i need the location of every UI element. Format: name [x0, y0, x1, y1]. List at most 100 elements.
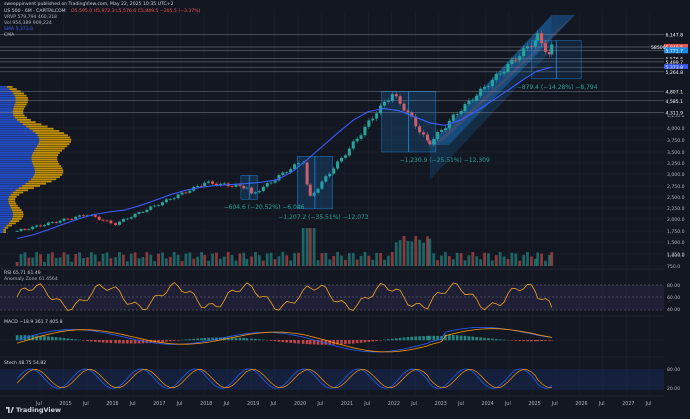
macd-hist-bar [19, 335, 23, 341]
volume-bar [414, 236, 418, 266]
volume-bar [27, 257, 31, 266]
candle-body [137, 212, 141, 214]
macd-hist-bar [387, 339, 390, 341]
volume-bar [207, 260, 211, 266]
macd-hist-bar [258, 339, 261, 341]
candle-body [498, 73, 502, 75]
vrvp-up-bar [0, 92, 14, 95]
candle-body [293, 164, 297, 170]
volume-bar [149, 254, 153, 266]
macd-hist-bar [301, 340, 305, 344]
price-tick-label: 4,250.0 [667, 113, 685, 119]
rsi-line [16, 281, 553, 312]
macd-hist-bar [534, 340, 537, 342]
price-tag-label: 5,264.8 [666, 70, 684, 76]
vrvp-up-bar [0, 189, 16, 192]
volume-bar [510, 252, 514, 266]
volume-bar [19, 254, 23, 266]
price-tag-label: 5,499.7 [666, 60, 684, 66]
macd-hist-bar [510, 340, 514, 341]
vrvp-up-bar [0, 231, 4, 233]
macd-hist-bar [172, 340, 176, 341]
vrvp-down-bar [12, 213, 24, 216]
volume-bar [196, 256, 200, 266]
vrvp-up-bar [0, 112, 13, 115]
vrvp-up-bar [0, 207, 11, 209]
candle-body [414, 116, 418, 127]
macd-legend[interactable]: MACD −18.9 361.7 405.8 [4, 320, 63, 325]
rsi-legend[interactable]: RSI 65.71 61.49 [4, 271, 41, 277]
candle-body [324, 176, 328, 182]
time-tick-label: 2027 [622, 401, 634, 407]
vrvp-down-bar [11, 218, 22, 220]
macd-hist-bar [428, 335, 432, 341]
price-tag-label: 4,311.9 [666, 110, 684, 116]
time-axis[interactable]: Jul 2015 Jul 2016 Jul 2017 Jul 2018 Jul 2019 Jul 20… [0, 397, 690, 419]
vrvp-up-bar [0, 108, 14, 110]
volume-bar [444, 252, 447, 266]
volume-bar [54, 257, 58, 266]
volume-bar [222, 256, 226, 266]
macd-hist-bar [226, 337, 230, 341]
macd-hist-bar [402, 337, 406, 341]
volume-bar [211, 253, 214, 266]
sma-legend[interactable]: SMA 5,373.8 [4, 27, 34, 32]
vrvp-up-bar [0, 88, 10, 90]
price-axis[interactable]: 4,250.0 4,000.0 3,750.0 3,500.0 3,250.0 3,000… [651, 0, 690, 419]
vrvp-down-bar [13, 114, 25, 117]
macd-hist-bar [207, 337, 210, 341]
stoch-legend[interactable]: Stoch 48.75 54.82 [4, 361, 47, 366]
macd-hist-bar [196, 338, 199, 341]
vrvp-legend[interactable]: VRVP 579,794 460,318 [4, 15, 57, 20]
time-tick-label: 2021 [341, 401, 353, 407]
candle-body [463, 104, 467, 112]
macd-hist-bar [184, 339, 188, 341]
volume-bar [418, 239, 422, 266]
volume-bar [383, 259, 386, 266]
macd-hist-bar [149, 340, 153, 343]
candle-body [172, 198, 176, 200]
candle-body [459, 111, 463, 114]
macd-hist-bar [219, 337, 222, 341]
macd-hist-bar [273, 340, 277, 342]
volume-bar [114, 257, 117, 266]
vrvp-up-bar [0, 204, 10, 207]
volume-bar [440, 255, 443, 266]
volume-bar [105, 252, 109, 266]
candle-body [31, 226, 35, 230]
channel-mid-band [429, 15, 552, 180]
volume-bar [498, 252, 502, 266]
macd-hist-bar [43, 336, 46, 341]
candle-body [211, 181, 215, 184]
volume-bar [386, 255, 390, 266]
price-tick-label: 4,000.0 [667, 126, 685, 132]
vrvp-up-bar [0, 160, 32, 163]
macd-hist-bar [351, 340, 355, 344]
macd-hist-bar [285, 340, 289, 343]
vol-legend[interactable]: Vol 954,389 909,224 [4, 21, 52, 26]
volume-bar [129, 253, 133, 266]
time-axis-bg [0, 397, 690, 419]
symbol-legend[interactable]: US 500 · 6M · CAPITALCOM O5,595.0 H5,972… [4, 9, 200, 15]
time-tick-label: Jul [457, 401, 464, 407]
macd-hist-bar [105, 340, 109, 343]
volume-bar [502, 256, 506, 266]
candle-body [245, 187, 249, 189]
vrvp-down-bar [34, 169, 64, 172]
cma-legend[interactable]: CMA [4, 33, 15, 38]
macd-hist-bar [39, 335, 42, 341]
volume-bar [506, 259, 510, 266]
candle-body [494, 73, 498, 80]
candle-body [540, 33, 544, 44]
candle-body [54, 222, 58, 223]
vrvp-down-bar [16, 119, 31, 121]
macd-hist-bar [238, 337, 242, 341]
macd-hist-bar [281, 340, 285, 343]
macd-hist-bar [176, 340, 180, 341]
candle-body [471, 100, 475, 102]
macd-hist-bar [444, 334, 447, 341]
candle-body [475, 95, 479, 101]
symbol-name[interactable]: US 500 · 6M · CAPITALCOM [4, 9, 66, 14]
vrvp-up-bar [0, 165, 34, 167]
